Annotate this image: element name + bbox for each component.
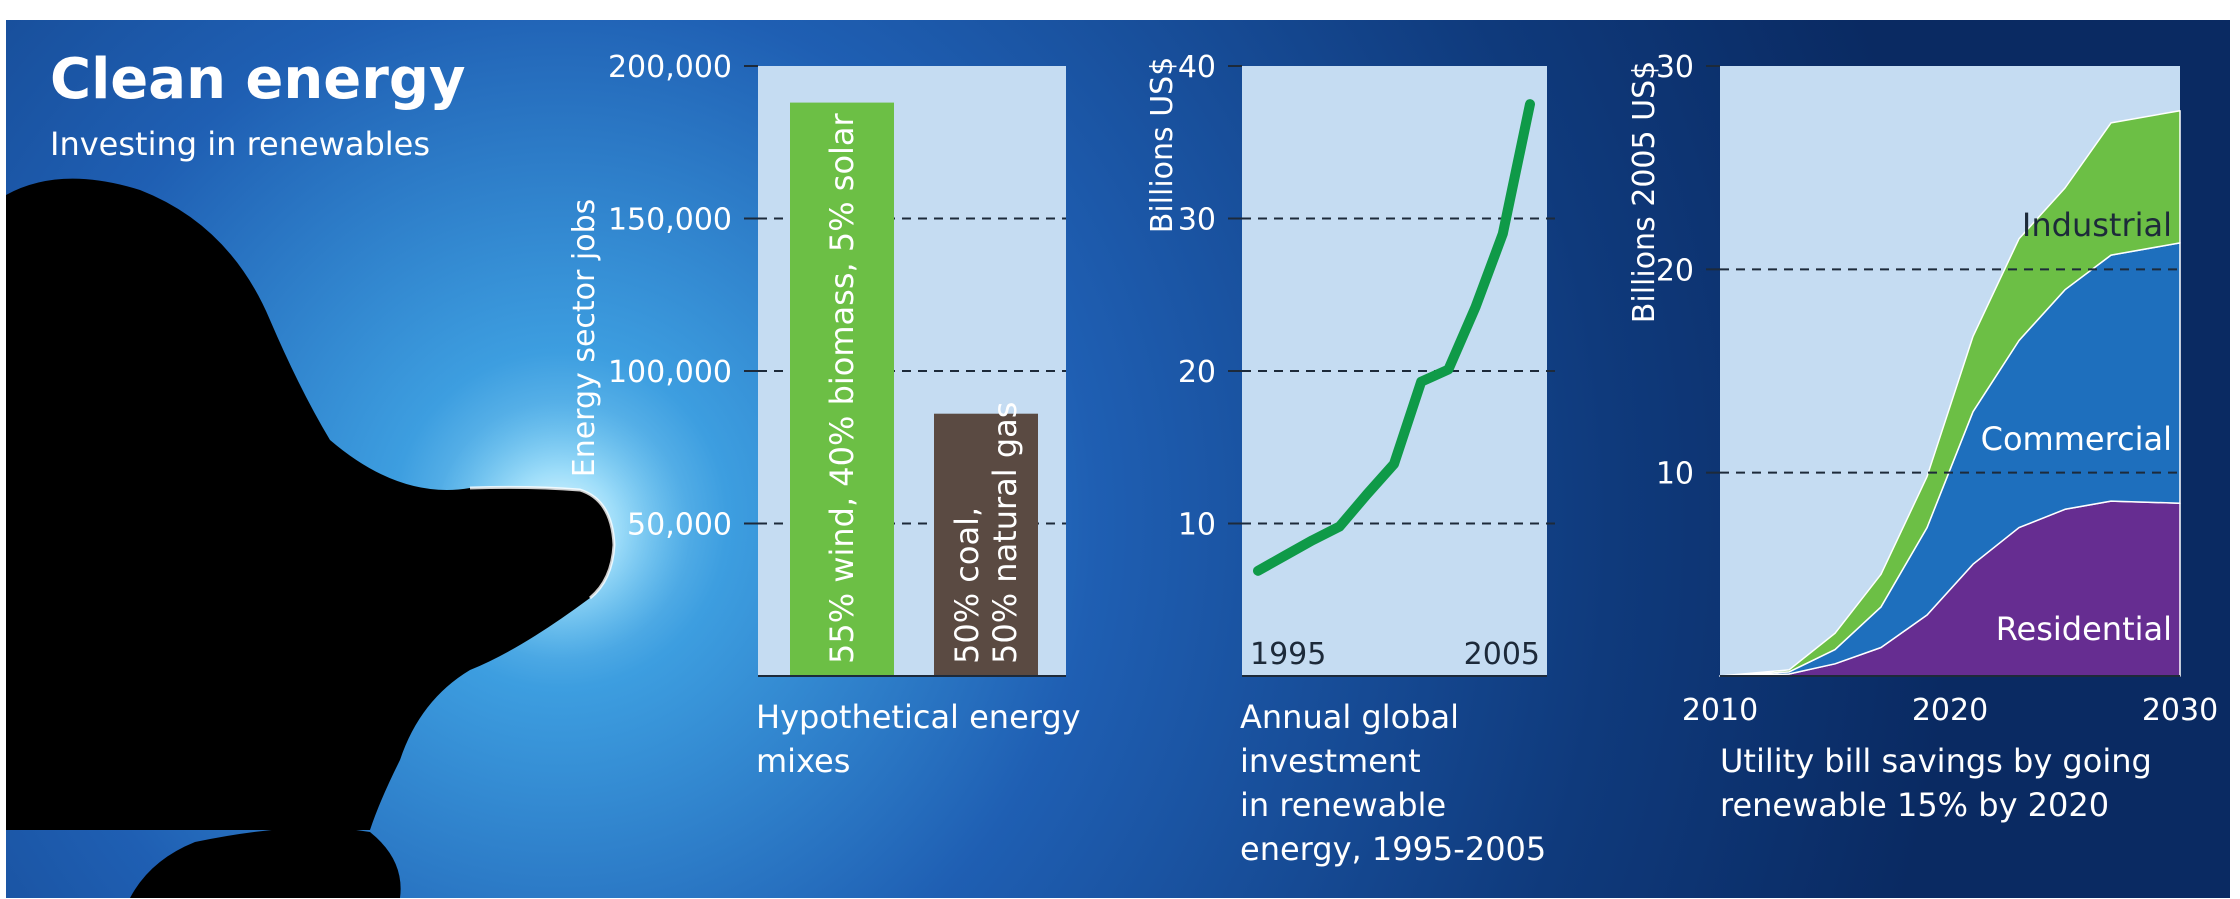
jobs-y-axis-label: Energy sector jobs	[567, 199, 602, 478]
residential-series-label: Residential	[1996, 610, 2172, 648]
investment-x-tick-label: 2005	[1464, 637, 1540, 672]
industrial-series-label: Industrial	[2022, 206, 2172, 244]
savings-x-tick-label: 2010	[1682, 693, 1758, 728]
investment-y-tick-label: 10	[1178, 508, 1216, 543]
page-subtitle: Investing in renewables	[50, 125, 430, 163]
jobs-bar-label: 55% wind, 40% biomass, 5% solar	[823, 112, 861, 664]
investment-y-tick-label: 30	[1178, 203, 1216, 238]
savings-y-axis-label: Billions 2005 US$	[1627, 61, 1662, 323]
jobs-y-tick-label: 100,000	[608, 355, 732, 390]
jobs-y-tick-label: 150,000	[608, 203, 732, 238]
savings-x-tick-label: 2020	[1912, 693, 1988, 728]
investment-y-tick-label: 40	[1178, 50, 1216, 85]
investment-y-axis-label: Billions US$	[1145, 57, 1180, 234]
investment-y-tick-label: 20	[1178, 355, 1216, 390]
page-title: Clean energy	[50, 47, 465, 112]
investment-x-tick-label: 1995	[1250, 637, 1326, 672]
jobs-y-tick-label: 50,000	[627, 508, 732, 543]
savings-y-tick-label: 10	[1656, 457, 1694, 492]
savings-x-tick-label: 2030	[2142, 693, 2218, 728]
jobs-y-tick-label: 200,000	[608, 50, 732, 85]
commercial-series-label: Commercial	[1981, 420, 2172, 458]
